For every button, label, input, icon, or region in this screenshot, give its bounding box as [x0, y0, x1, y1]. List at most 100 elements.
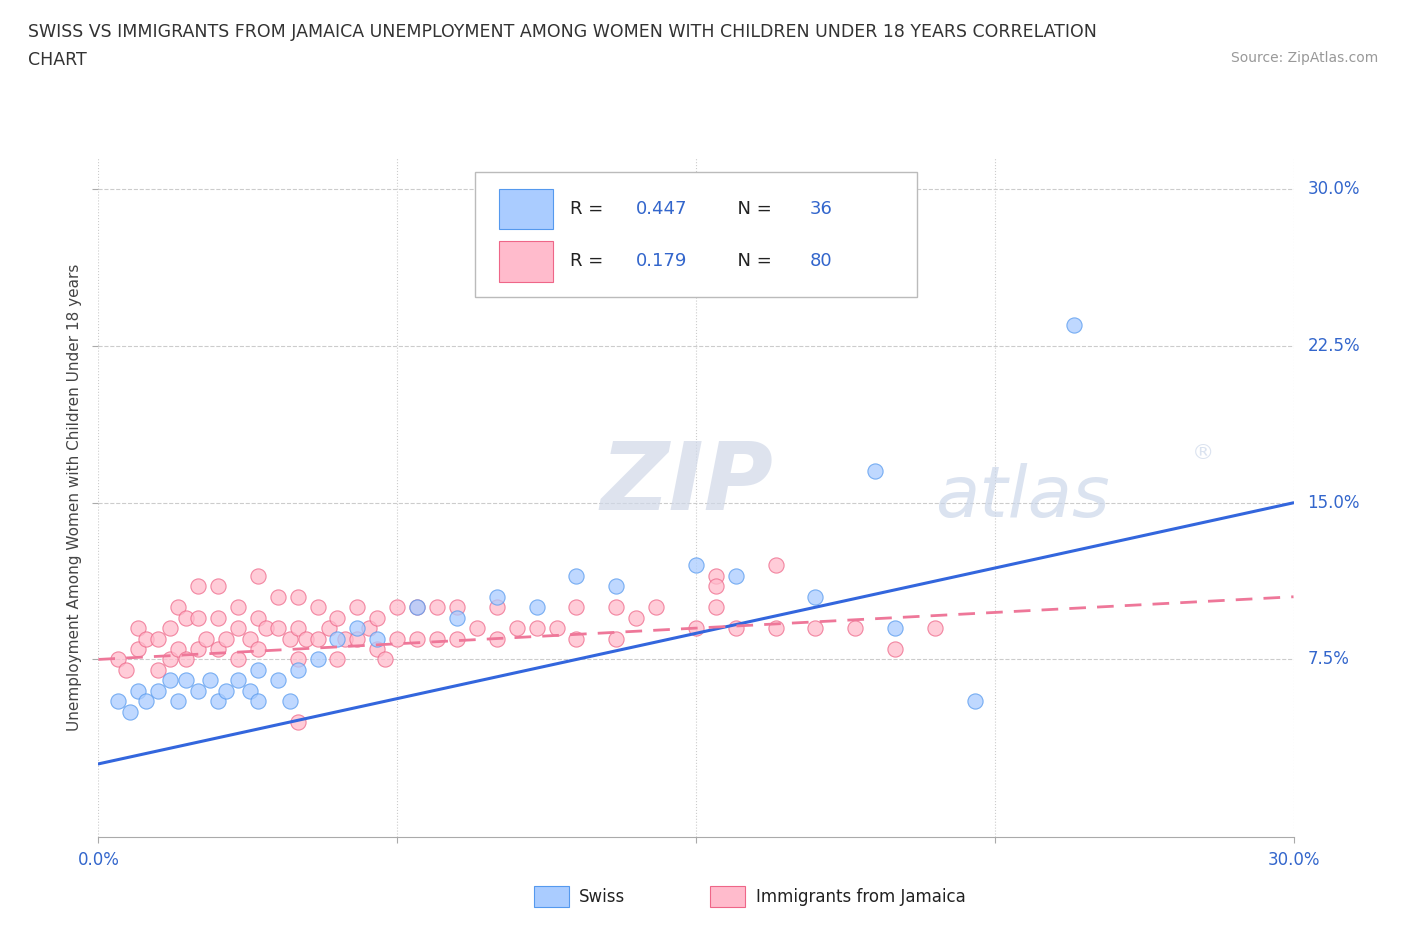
Point [605, 600, 627, 615]
Point [765, 558, 787, 573]
Point [246, 610, 269, 625]
Point [187, 642, 209, 657]
Point [278, 631, 301, 646]
Point [346, 600, 368, 615]
Point [246, 662, 269, 677]
Point [115, 662, 138, 677]
Point [167, 694, 190, 709]
Point [446, 600, 468, 615]
Point [804, 620, 827, 635]
Point [187, 684, 209, 698]
Point [565, 600, 588, 615]
Point [704, 578, 727, 593]
Point [326, 652, 349, 667]
Point [187, 578, 209, 593]
Point [924, 620, 946, 635]
Point [174, 673, 197, 688]
Point [239, 631, 262, 646]
Text: 36: 36 [810, 200, 832, 218]
Point [565, 631, 588, 646]
Point [174, 652, 197, 667]
Point [159, 652, 181, 667]
Point [307, 600, 329, 615]
Point [148, 631, 170, 646]
Point [127, 620, 149, 635]
Point [366, 631, 388, 646]
Point [546, 620, 568, 635]
Point [406, 600, 429, 615]
Point [326, 631, 349, 646]
Point [724, 568, 747, 583]
Point [127, 642, 149, 657]
Point [884, 642, 907, 657]
Point [287, 714, 309, 729]
Point [863, 464, 886, 479]
Point [254, 620, 277, 635]
Point [267, 590, 290, 604]
Point [346, 631, 368, 646]
Point [307, 631, 329, 646]
Text: 80: 80 [810, 252, 832, 271]
Text: 30.0%: 30.0% [1308, 180, 1360, 198]
Point [307, 652, 329, 667]
Point [215, 684, 238, 698]
Point [485, 590, 508, 604]
Point [406, 600, 429, 615]
Point [804, 590, 827, 604]
Point [685, 558, 707, 573]
Point [704, 600, 727, 615]
Point [207, 610, 229, 625]
Text: Immigrants from Jamaica: Immigrants from Jamaica [756, 887, 966, 906]
Point [446, 631, 468, 646]
Point [465, 620, 488, 635]
Point [120, 704, 142, 719]
Point [565, 568, 588, 583]
Point [159, 620, 181, 635]
Point [267, 620, 290, 635]
Point [215, 631, 238, 646]
Point [506, 620, 529, 635]
Point [167, 600, 190, 615]
Text: 0.179: 0.179 [636, 252, 688, 271]
Text: Source: ZipAtlas.com: Source: ZipAtlas.com [1230, 51, 1378, 65]
Point [426, 600, 449, 615]
Point [406, 631, 429, 646]
Point [207, 578, 229, 593]
Point [207, 694, 229, 709]
Point [335, 631, 357, 646]
Point [107, 694, 129, 709]
Point [326, 610, 349, 625]
Bar [499, 241, 553, 282]
Point [159, 673, 181, 688]
Point [704, 568, 727, 583]
Point [366, 610, 388, 625]
Text: 30.0%: 30.0% [1267, 851, 1320, 870]
Point [426, 631, 449, 646]
Point [963, 694, 986, 709]
Point [194, 631, 218, 646]
Point [135, 694, 157, 709]
Point [1063, 318, 1085, 333]
Point [135, 631, 157, 646]
Point [685, 620, 707, 635]
Point [346, 620, 368, 635]
Point [294, 631, 316, 646]
Point [174, 610, 197, 625]
Point [287, 662, 309, 677]
Point [167, 642, 190, 657]
Point [446, 610, 468, 625]
Point [107, 652, 129, 667]
Point [844, 620, 866, 635]
Point [148, 662, 170, 677]
Point [278, 694, 301, 709]
Point [287, 620, 309, 635]
Point [127, 684, 149, 698]
Text: 0.0%: 0.0% [77, 851, 120, 870]
FancyBboxPatch shape [475, 172, 917, 298]
Point [385, 631, 409, 646]
Point [624, 610, 647, 625]
Point [226, 600, 249, 615]
Point [198, 673, 221, 688]
Point [226, 620, 249, 635]
Point [246, 642, 269, 657]
